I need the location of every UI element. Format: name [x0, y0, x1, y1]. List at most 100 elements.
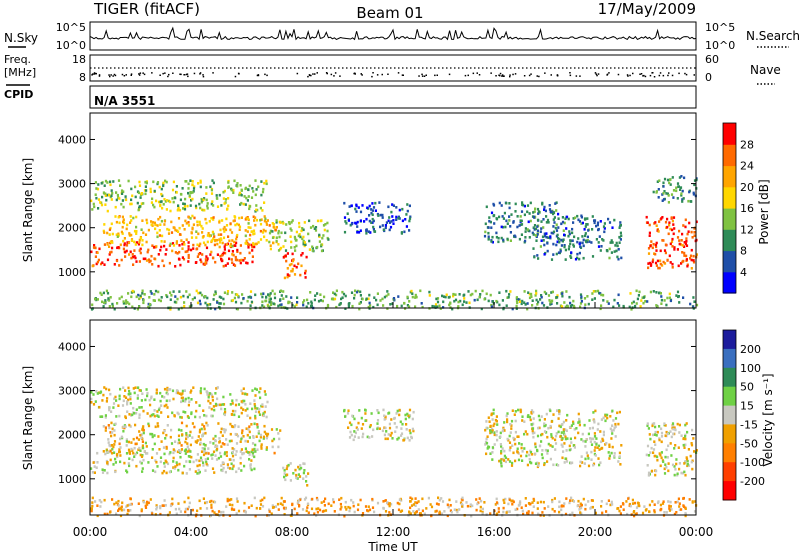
heatmap-cell [116, 193, 119, 197]
heatmap-cell [192, 190, 195, 193]
heatmap-cell [151, 244, 154, 247]
heatmap-cell [108, 253, 111, 256]
heatmap-cell [398, 498, 401, 501]
heatmap-cell [587, 302, 590, 306]
heatmap-cell [665, 448, 668, 452]
heatmap-cell [271, 289, 274, 293]
heatmap-cell [387, 293, 390, 296]
heatmap-cell [164, 179, 167, 183]
heatmap-cell [608, 221, 612, 224]
heatmap-cell [189, 430, 192, 434]
heatmap-cell [145, 259, 149, 262]
heatmap-cell [271, 439, 274, 443]
heatmap-cell [516, 507, 519, 511]
heatmap-cell [211, 395, 214, 399]
heatmap-cell [537, 513, 540, 516]
heatmap-cell [689, 454, 692, 458]
heatmap-cell [168, 228, 171, 232]
heatmap-cell [143, 293, 146, 296]
heatmap-cell [350, 291, 354, 294]
heatmap-cell [113, 263, 116, 266]
heatmap-cell [609, 241, 612, 244]
heatmap-cell [243, 399, 246, 403]
heatmap-cell [368, 425, 372, 429]
nave-point [361, 74, 363, 76]
heatmap-cell [123, 508, 126, 512]
heatmap-cell [172, 451, 175, 455]
heatmap-cell [250, 468, 253, 472]
heatmap-cell [250, 423, 253, 426]
heatmap-cell [147, 248, 150, 252]
heatmap-cell [487, 416, 490, 419]
heatmap-cell [406, 209, 409, 213]
heatmap-cell [172, 290, 175, 293]
heatmap-cell [453, 299, 456, 303]
heatmap-cell [252, 450, 255, 453]
heatmap-cell [163, 219, 166, 223]
heatmap-cell [520, 223, 524, 226]
heatmap-cell [145, 218, 148, 222]
heatmap-cell [220, 464, 223, 467]
heatmap-cell [317, 507, 320, 510]
heatmap-cell [350, 204, 353, 207]
heatmap-cell [535, 239, 538, 242]
heatmap-cell [576, 504, 579, 508]
heatmap-cell [295, 303, 298, 307]
heatmap-cell [146, 391, 149, 395]
heatmap-cell [187, 221, 190, 224]
heatmap-cell [204, 217, 207, 221]
heatmap-cell [157, 435, 160, 438]
heatmap-cell [198, 463, 201, 467]
heatmap-cell [153, 245, 156, 249]
heatmap-cell [400, 509, 404, 513]
heatmap-cell [516, 225, 519, 229]
heatmap-cell [223, 443, 226, 446]
heatmap-cell [597, 228, 600, 232]
heatmap-cell [291, 219, 294, 222]
heatmap-cell [549, 236, 552, 240]
heatmap-cell [340, 297, 343, 301]
heatmap-cell [218, 441, 221, 444]
heatmap-cell [166, 392, 169, 396]
heatmap-cell [265, 432, 268, 436]
heatmap-cell [253, 402, 256, 406]
heatmap-cell [160, 187, 163, 191]
heatmap-cell [296, 512, 299, 515]
heatmap-cell [244, 439, 247, 443]
heatmap-cell [587, 500, 590, 503]
heatmap-cell [692, 305, 695, 308]
heatmap-cell [672, 216, 676, 219]
heatmap-cell [417, 508, 420, 511]
heatmap-cell [198, 202, 201, 206]
heatmap-cell [157, 425, 160, 428]
heatmap-cell [245, 261, 248, 265]
heatmap-cell [275, 219, 278, 222]
heatmap-cell [661, 264, 664, 267]
heatmap-cell [219, 241, 222, 244]
nave-point [187, 75, 189, 78]
heatmap-cell [490, 226, 493, 229]
heatmap-cell [127, 440, 130, 444]
nave-tick-top: 60 [705, 53, 719, 66]
nave-point [266, 74, 268, 77]
heatmap-cell [597, 241, 600, 244]
heatmap-cell [114, 470, 117, 474]
heatmap-cell [603, 230, 606, 234]
heatmap-cell [187, 455, 190, 458]
heatmap-cell [536, 507, 539, 510]
heatmap-cell [165, 248, 168, 251]
heatmap-cell [200, 200, 203, 204]
heatmap-cell [560, 238, 563, 242]
heatmap-cell [177, 204, 180, 207]
heatmap-cell [384, 426, 387, 430]
heatmap-cell [346, 212, 349, 215]
heatmap-cell [655, 241, 658, 245]
heatmap-cell [263, 424, 266, 428]
heatmap-cell [311, 245, 314, 249]
heatmap-cell [126, 400, 129, 403]
heatmap-cell [556, 409, 559, 412]
heatmap-cell [564, 512, 568, 516]
heatmap-cell [304, 243, 307, 246]
heatmap-cell [133, 240, 136, 244]
heatmap-cell [154, 513, 157, 516]
